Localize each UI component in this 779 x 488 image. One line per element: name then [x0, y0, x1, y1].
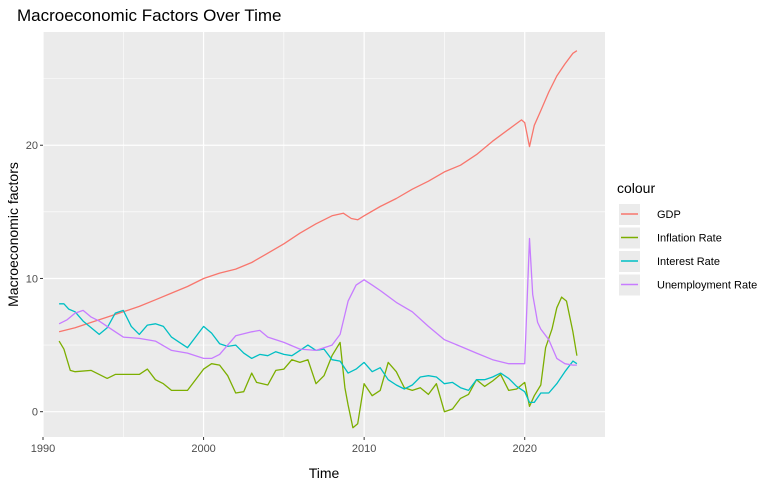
x-tick-label: 2020 — [512, 443, 536, 455]
y-tick-label: 0 — [32, 407, 38, 419]
legend: colour GDP Inflation Rate Interest Rate Une… — [617, 180, 757, 296]
x-tick-label: 1990 — [31, 443, 55, 455]
plot-panel — [43, 32, 605, 437]
x-tick-label: 2000 — [191, 443, 215, 455]
legend-label: Unemployment Rate — [657, 280, 757, 292]
legend-label: Inflation Rate — [657, 233, 722, 245]
legend-label: Interest Rate — [657, 256, 720, 268]
legend-label: GDP — [657, 209, 681, 221]
series-line-4 — [58, 237, 577, 366]
x-axis: 1990 2000 2010 2020 — [31, 437, 537, 455]
grid-major — [42, 32, 605, 437]
legend-title: colour — [617, 180, 655, 196]
series-layer — [58, 50, 578, 429]
series-line-1 — [58, 50, 578, 333]
x-tick-label: 2010 — [352, 443, 376, 455]
y-tick-label: 10 — [26, 273, 38, 285]
y-axis-title: Macroeconomic factors — [5, 162, 21, 307]
y-axis: 0 10 20 — [26, 140, 43, 419]
x-axis-title: Time — [309, 465, 340, 481]
series-line-2 — [58, 296, 578, 429]
chart-title: Macroeconomic Factors Over Time — [17, 6, 282, 25]
grid-minor — [43, 32, 605, 437]
y-tick-label: 20 — [26, 140, 38, 152]
